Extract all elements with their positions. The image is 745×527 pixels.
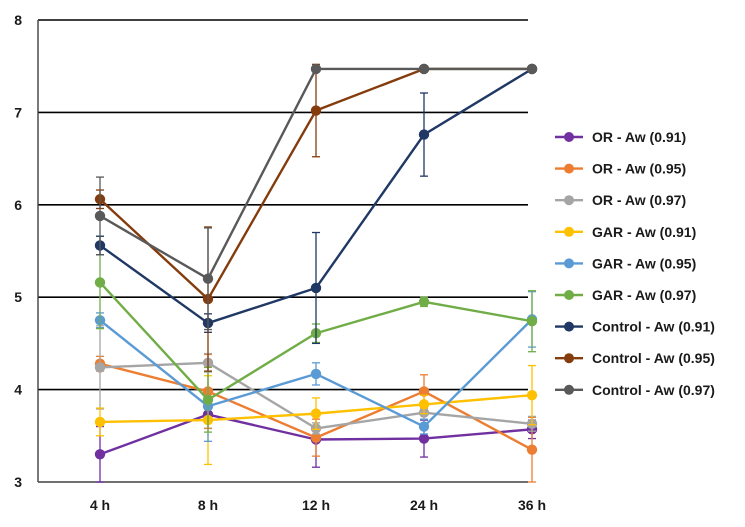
legend-item: Control - Aw (0.95) <box>555 350 715 366</box>
x-tick-label: 12 h <box>302 497 330 513</box>
y-tick-label: 3 <box>14 474 22 490</box>
legend-item: OR - Aw (0.97) <box>555 192 686 208</box>
data-point <box>94 416 106 428</box>
gridlines <box>38 19 528 391</box>
data-point <box>202 273 214 284</box>
data-point <box>94 277 106 288</box>
data-point <box>418 421 430 432</box>
legend-item: GAR - Aw (0.91) <box>555 224 696 240</box>
x-tick-label: 8 h <box>198 497 218 513</box>
legend-label: OR - Aw (0.95) <box>592 161 686 177</box>
legend-marker <box>564 321 574 332</box>
data-point <box>418 399 430 410</box>
data-point <box>310 282 322 294</box>
y-tick-label: 6 <box>14 197 22 213</box>
data-point <box>526 316 538 327</box>
data-point <box>418 433 430 444</box>
legend-marker <box>564 163 574 174</box>
data-point <box>418 386 430 397</box>
legend-marker <box>564 258 574 269</box>
legend-item: GAR - Aw (0.95) <box>555 255 696 271</box>
legend-label: GAR - Aw (0.95) <box>592 255 696 271</box>
series-9 <box>94 63 538 331</box>
data-point <box>526 63 538 75</box>
legend-item: GAR - Aw (0.97) <box>555 287 696 303</box>
data-point <box>94 449 106 460</box>
data-point <box>310 432 322 443</box>
legend: OR - Aw (0.91) OR - Aw (0.95) OR - Aw (0.9… <box>555 129 715 398</box>
legend-marker <box>564 132 574 142</box>
data-point <box>418 63 430 75</box>
y-tick-label: 5 <box>14 289 22 305</box>
legend-label: OR - Aw (0.97) <box>592 192 686 208</box>
series-group <box>94 63 538 483</box>
data-point <box>418 129 430 140</box>
data-point <box>418 296 430 308</box>
legend-item: OR - Aw (0.95) <box>555 161 686 177</box>
y-tick-label: 7 <box>14 104 22 120</box>
legend-label: GAR - Aw (0.91) <box>592 224 696 240</box>
y-tick-label: 8 <box>14 12 22 28</box>
legend-label: GAR - Aw (0.97) <box>592 287 696 303</box>
data-point <box>310 368 322 380</box>
data-point <box>310 408 322 419</box>
legend-marker <box>564 195 574 206</box>
legend-label: OR - Aw (0.91) <box>592 129 686 145</box>
data-point <box>202 394 214 405</box>
legend-label: Control - Aw (0.95) <box>592 350 715 366</box>
data-point <box>94 210 106 222</box>
data-point <box>310 105 322 116</box>
legend-marker <box>564 226 574 237</box>
legend-marker <box>564 353 574 364</box>
x-tick-label: 36 h <box>518 497 546 513</box>
data-point <box>310 63 322 75</box>
legend-label: Control - Aw (0.97) <box>592 382 715 398</box>
legend-item: Control - Aw (0.91) <box>555 319 715 335</box>
y-tick-label: 4 <box>14 382 22 398</box>
legend-marker <box>564 384 574 395</box>
legend-item: Control - Aw (0.97) <box>555 382 715 398</box>
axes: 3 4 5 6 7 8 4 h 8 h 12 h 24 h 36 h <box>14 12 546 513</box>
data-point <box>526 444 538 455</box>
x-tick-label: 24 h <box>410 497 438 513</box>
data-point <box>94 362 106 373</box>
legend-item: OR - Aw (0.91) <box>555 129 686 145</box>
legend-marker <box>564 290 574 300</box>
legend-label: Control - Aw (0.91) <box>592 319 715 335</box>
data-point <box>526 389 538 401</box>
x-tick-label: 4 h <box>90 497 110 513</box>
